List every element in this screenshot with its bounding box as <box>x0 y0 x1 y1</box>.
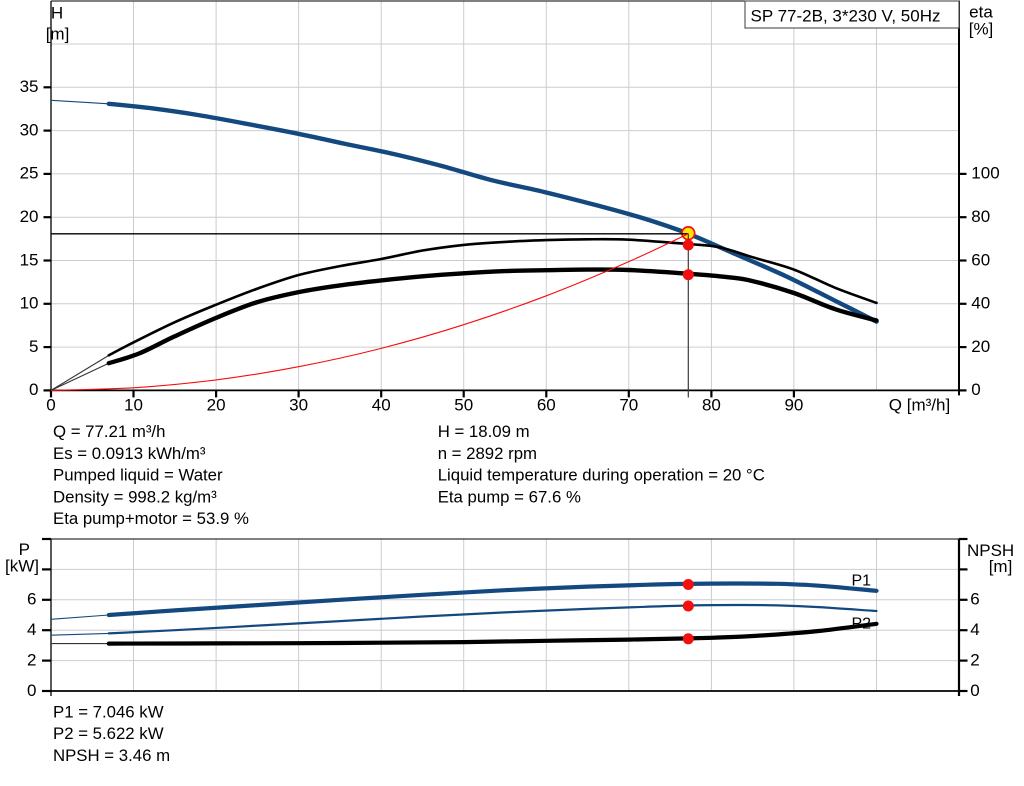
svg-text:0: 0 <box>27 681 36 700</box>
svg-text:15: 15 <box>20 250 39 269</box>
svg-text:0: 0 <box>971 380 980 399</box>
svg-text:0: 0 <box>46 396 55 415</box>
svg-text:60: 60 <box>971 250 990 269</box>
svg-text:Q = 77.21 m³/h: Q = 77.21 m³/h <box>53 422 165 441</box>
svg-text:70: 70 <box>619 396 638 415</box>
svg-text:P2: P2 <box>852 616 872 633</box>
svg-text:H: H <box>51 4 63 23</box>
svg-text:[%]: [%] <box>969 20 994 39</box>
svg-text:Eta pump+motor = 53.9 %: Eta pump+motor = 53.9 % <box>53 509 249 528</box>
svg-text:[m]: [m] <box>989 557 1013 576</box>
svg-text:20: 20 <box>971 337 990 356</box>
svg-text:6: 6 <box>27 590 36 609</box>
svg-text:Q [m³/h]: Q [m³/h] <box>889 396 950 415</box>
svg-text:eta: eta <box>969 3 993 22</box>
svg-text:Es = 0.0913 kWh/m³: Es = 0.0913 kWh/m³ <box>53 444 206 463</box>
svg-text:6: 6 <box>970 590 979 609</box>
svg-text:4: 4 <box>27 620 36 639</box>
svg-text:90: 90 <box>784 396 803 415</box>
svg-text:[m]: [m] <box>46 25 70 44</box>
svg-text:10: 10 <box>20 294 39 313</box>
svg-text:2: 2 <box>970 650 979 669</box>
svg-text:n = 2892 rpm: n = 2892 rpm <box>438 444 537 463</box>
svg-text:100: 100 <box>971 164 999 183</box>
svg-text:60: 60 <box>537 396 556 415</box>
svg-text:Pumped liquid = Water: Pumped liquid = Water <box>53 466 223 485</box>
svg-text:30: 30 <box>289 396 308 415</box>
svg-text:20: 20 <box>207 396 226 415</box>
svg-text:SP 77-2B, 3*230 V, 50Hz: SP 77-2B, 3*230 V, 50Hz <box>751 7 941 26</box>
svg-text:50: 50 <box>454 396 473 415</box>
svg-text:NPSH: NPSH <box>967 541 1014 560</box>
svg-text:P2 = 5.622 kW: P2 = 5.622 kW <box>53 724 164 743</box>
svg-text:40: 40 <box>372 396 391 415</box>
svg-text:P: P <box>19 540 30 559</box>
svg-text:40: 40 <box>971 294 990 313</box>
svg-text:NPSH = 3.46 m: NPSH = 3.46 m <box>53 746 170 765</box>
svg-text:P1 = 7.046 kW: P1 = 7.046 kW <box>53 702 164 721</box>
svg-text:Eta pump = 67.6 %: Eta pump = 67.6 % <box>438 487 581 506</box>
svg-text:80: 80 <box>971 207 990 226</box>
svg-text:20: 20 <box>20 207 39 226</box>
svg-text:0: 0 <box>29 380 38 399</box>
svg-text:2: 2 <box>27 650 36 669</box>
svg-text:4: 4 <box>970 620 979 639</box>
svg-text:[kW]: [kW] <box>5 557 39 576</box>
svg-text:P1: P1 <box>852 573 872 590</box>
svg-text:Density = 998.2 kg/m³: Density = 998.2 kg/m³ <box>53 487 217 506</box>
svg-text:0: 0 <box>970 681 979 700</box>
svg-text:10: 10 <box>124 396 143 415</box>
svg-text:30: 30 <box>20 120 39 139</box>
svg-text:5: 5 <box>29 337 38 356</box>
svg-text:80: 80 <box>702 396 721 415</box>
svg-text:H = 18.09 m: H = 18.09 m <box>438 422 530 441</box>
svg-text:25: 25 <box>20 164 39 183</box>
svg-text:Liquid temperature during oper: Liquid temperature during operation = 20… <box>438 466 765 485</box>
svg-text:35: 35 <box>20 77 39 96</box>
